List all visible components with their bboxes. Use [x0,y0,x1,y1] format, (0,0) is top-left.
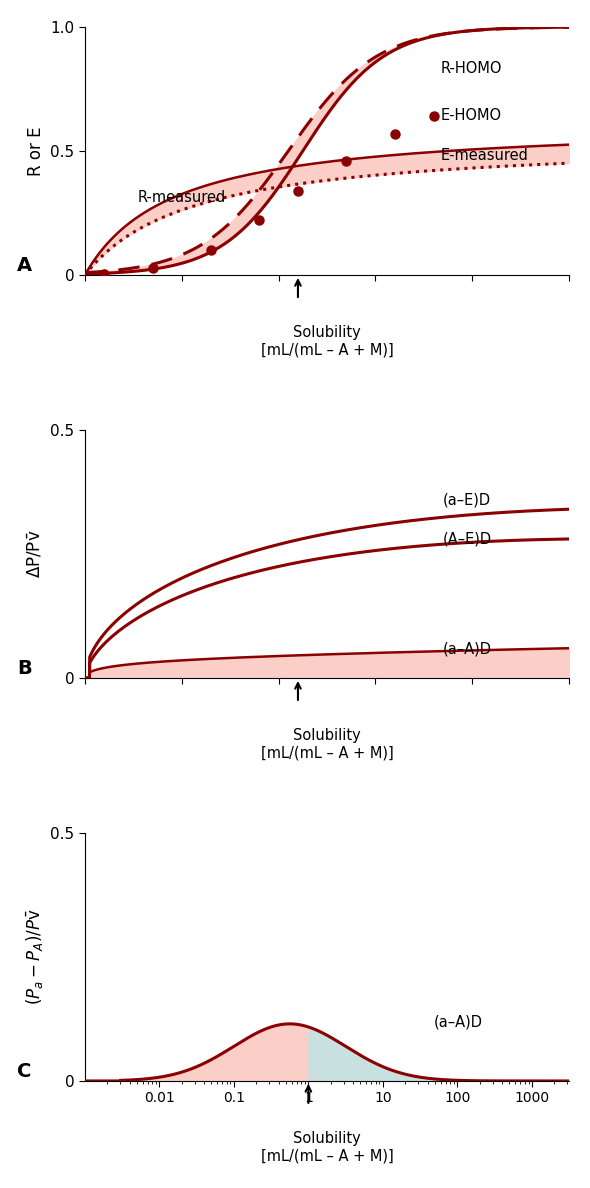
Y-axis label: R or E: R or E [27,126,45,176]
Text: Solubility
[mL/(mL – A + M)]: Solubility [mL/(mL – A + M)] [261,324,394,358]
Text: R-HOMO: R-HOMO [441,61,502,76]
Text: A: A [17,257,32,276]
Y-axis label: $(P_a-P_A)/P\mathregular{\bar{v}}$: $(P_a-P_A)/P\mathregular{\bar{v}}$ [24,909,45,1005]
Text: Solubility
[mL/(mL – A + M)]: Solubility [mL/(mL – A + M)] [261,1131,394,1163]
Text: C: C [17,1062,31,1081]
Text: (A–E)D: (A–E)D [443,532,493,546]
Text: B: B [17,659,32,678]
Text: R-measured: R-measured [138,190,227,204]
Text: E-measured: E-measured [441,147,529,163]
Text: Solubility
[mL/(mL – A + M)]: Solubility [mL/(mL – A + M)] [261,728,394,760]
Text: (a–A)D: (a–A)D [443,642,492,656]
Text: (a–A)D: (a–A)D [434,1015,483,1029]
Text: (a–E)D: (a–E)D [443,492,491,507]
Y-axis label: $\Delta$P/P$\mathregular{\bar{v}}$: $\Delta$P/P$\mathregular{\bar{v}}$ [27,530,45,579]
Text: E-HOMO: E-HOMO [441,108,502,122]
